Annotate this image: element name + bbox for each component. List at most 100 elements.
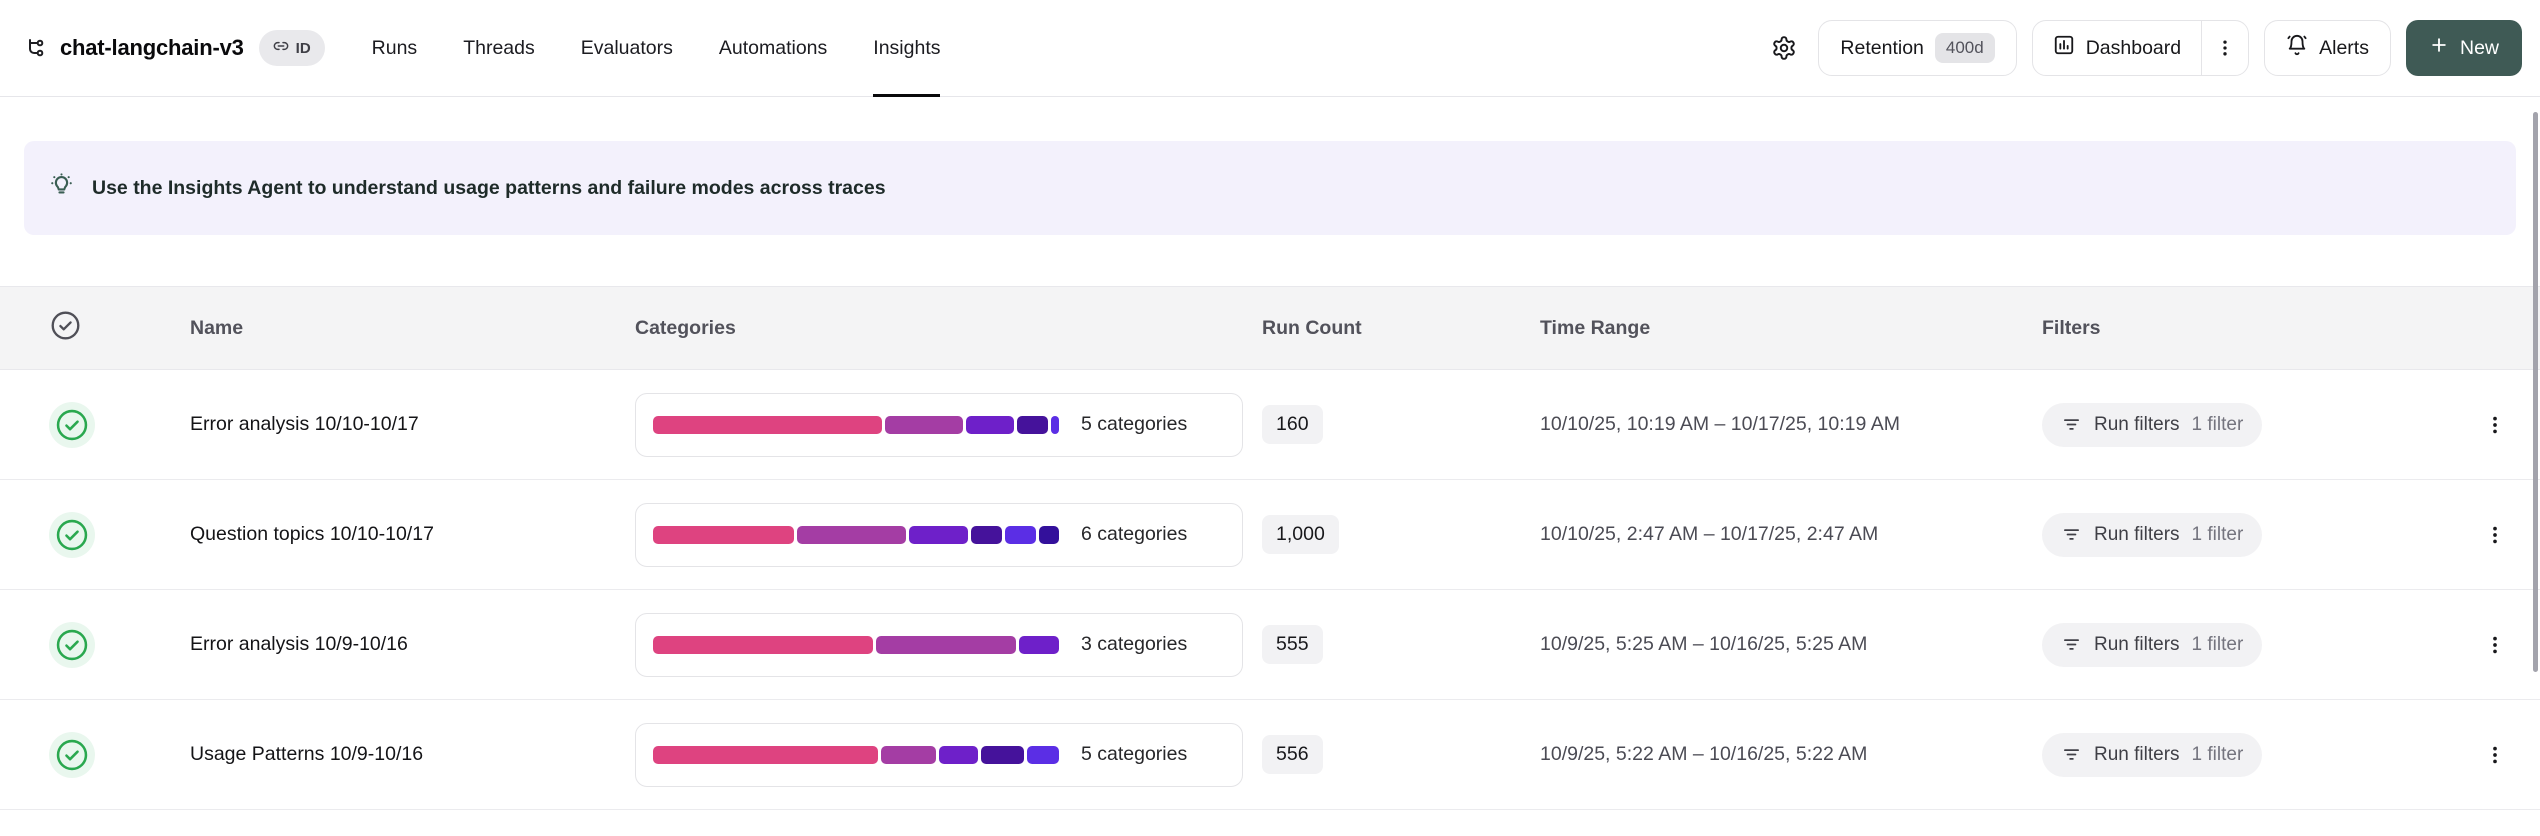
- tab-threads[interactable]: Threads: [440, 0, 558, 96]
- retention-button[interactable]: Retention 400d: [1818, 20, 2017, 76]
- vertical-scrollbar[interactable]: [2533, 112, 2538, 672]
- category-segment: [653, 635, 873, 654]
- categories-bar: [653, 415, 1059, 434]
- run-filters-chip[interactable]: Run filters 1 filter: [2042, 732, 2263, 777]
- row-menu-button[interactable]: [2476, 736, 2514, 774]
- tab-evaluators[interactable]: Evaluators: [558, 0, 696, 96]
- project-tabs: Runs Threads Evaluators Automations Insights: [349, 0, 964, 97]
- check-circle-icon: [56, 409, 88, 440]
- banner-text: Use the Insights Agent to understand usa…: [92, 176, 886, 199]
- column-header-filters: Filters: [2042, 316, 2101, 339]
- new-button-label: New: [2459, 36, 2499, 59]
- check-circle-icon: [56, 739, 88, 770]
- kebab-icon: [2493, 746, 2497, 763]
- dashboard-label: Dashboard: [2085, 36, 2182, 59]
- gear-icon: [1773, 36, 1796, 60]
- kebab-icon: [2493, 526, 2497, 543]
- category-segment: [653, 525, 794, 544]
- app-header: chat-langchain-v3 ID Runs Threads Evaluato…: [0, 0, 2540, 97]
- category-segment: [880, 745, 936, 764]
- lightbulb-icon: [48, 172, 75, 204]
- categories-preview[interactable]: 5 categories: [635, 392, 1243, 457]
- insight-row[interactable]: Usage Patterns 10/9-10/16 5 categories 5…: [0, 700, 2540, 810]
- category-segment: [966, 415, 1014, 434]
- category-segment: [938, 745, 979, 764]
- category-segment: [1051, 415, 1059, 434]
- tab-runs[interactable]: Runs: [349, 0, 441, 96]
- column-header-run-count: Run Count: [1262, 316, 1362, 339]
- insight-name[interactable]: Usage Patterns 10/9-10/16: [190, 743, 424, 765]
- filter-icon: [2061, 524, 2082, 545]
- run-count-badge: 556: [1262, 735, 1323, 774]
- kebab-icon: [2493, 416, 2497, 433]
- filter-icon: [2061, 414, 2082, 435]
- link-icon: [273, 38, 289, 58]
- category-segment: [653, 745, 878, 764]
- kebab-icon: [2223, 40, 2227, 56]
- run-filters-chip[interactable]: Run filters 1 filter: [2042, 402, 2263, 447]
- time-range: 10/10/25, 2:47 AM – 10/17/25, 2:47 AM: [1540, 523, 1879, 545]
- category-segment: [884, 415, 964, 434]
- dashboard-button[interactable]: Dashboard: [2033, 21, 2201, 75]
- alerts-button[interactable]: Alerts: [2264, 20, 2391, 76]
- status-success-icon: [49, 621, 95, 668]
- tab-automations[interactable]: Automations: [696, 0, 850, 96]
- bell-icon: [2286, 34, 2308, 62]
- tab-insights[interactable]: Insights: [850, 0, 963, 97]
- category-segment: [1016, 415, 1049, 434]
- row-menu-button[interactable]: [2476, 626, 2514, 664]
- categories-bar: [653, 745, 1059, 764]
- run-filters-label: Run filters: [2094, 633, 2180, 655]
- categories-count-label: 3 categories: [1081, 633, 1188, 655]
- categories-count-label: 5 categories: [1081, 743, 1188, 765]
- dashboard-more-button[interactable]: [2202, 21, 2248, 75]
- category-segment: [1019, 635, 1059, 654]
- categories-count-label: 6 categories: [1081, 523, 1188, 545]
- insight-row[interactable]: Error analysis 10/9-10/16 3 categories 5…: [0, 590, 2540, 700]
- check-circle-icon: [56, 519, 88, 550]
- header-actions: Retention 400d Dashboard: [1765, 20, 2522, 76]
- filter-count-label: 1 filter: [2191, 633, 2244, 655]
- column-header-name: Name: [190, 316, 244, 339]
- insight-row[interactable]: Error analysis 10/10-10/17 5 categories …: [0, 370, 2540, 480]
- time-range: 10/9/25, 5:25 AM – 10/16/25, 5:25 AM: [1540, 633, 1868, 655]
- run-filters-label: Run filters: [2094, 743, 2180, 765]
- retention-label: Retention: [1840, 36, 1924, 59]
- run-filters-chip[interactable]: Run filters 1 filter: [2042, 622, 2263, 667]
- insight-name[interactable]: Question topics 10/10-10/17: [190, 523, 434, 545]
- insight-row[interactable]: Question topics 10/10-10/17 6 categories…: [0, 480, 2540, 590]
- row-menu-button[interactable]: [2476, 516, 2514, 554]
- filter-count-label: 1 filter: [2191, 743, 2244, 765]
- insight-name[interactable]: Error analysis 10/9-10/16: [190, 633, 408, 655]
- category-segment: [1039, 525, 1060, 544]
- project-heading: chat-langchain-v3 ID: [25, 30, 325, 66]
- new-button[interactable]: New: [2405, 20, 2522, 76]
- settings-gear-button[interactable]: [1765, 29, 1803, 67]
- run-filters-chip[interactable]: Run filters 1 filter: [2042, 512, 2263, 557]
- id-badge-label: ID: [295, 39, 311, 57]
- categories-preview[interactable]: 5 categories: [635, 722, 1243, 787]
- dashboard-button-group: Dashboard: [2031, 20, 2250, 76]
- insight-name[interactable]: Error analysis 10/10-10/17: [190, 413, 419, 435]
- filter-count-label: 1 filter: [2191, 413, 2244, 435]
- project-tree-icon: [25, 36, 49, 60]
- row-menu-button[interactable]: [2476, 406, 2514, 444]
- filter-count-label: 1 filter: [2191, 523, 2244, 545]
- retention-value-badge: 400d: [1934, 33, 1995, 63]
- bar-chart-icon: [2053, 34, 2075, 62]
- select-all-icon[interactable]: [49, 309, 82, 347]
- copy-id-badge[interactable]: ID: [258, 30, 325, 66]
- filter-icon: [2061, 634, 2082, 655]
- categories-preview[interactable]: 6 categories: [635, 502, 1243, 567]
- kebab-icon: [2493, 636, 2497, 653]
- category-segment: [970, 525, 1003, 544]
- categories-preview[interactable]: 3 categories: [635, 612, 1243, 677]
- insights-banner: Use the Insights Agent to understand usa…: [24, 141, 2516, 235]
- category-segment: [909, 525, 968, 544]
- status-success-icon: [49, 401, 95, 448]
- filter-icon: [2061, 744, 2082, 765]
- button-divider: [2201, 21, 2203, 75]
- categories-bar: [653, 525, 1060, 544]
- time-range: 10/10/25, 10:19 AM – 10/17/25, 10:19 AM: [1540, 413, 1900, 435]
- column-header-categories: Categories: [635, 316, 736, 339]
